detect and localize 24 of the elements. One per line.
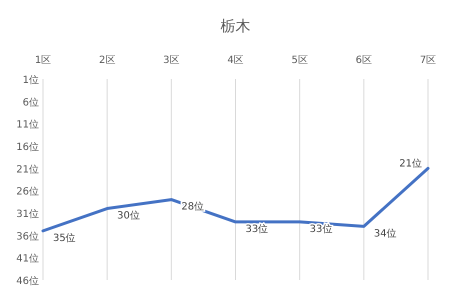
x-tick-label: 5区 [291, 55, 308, 66]
x-tick-label: 7区 [420, 55, 436, 66]
y-tick-label: 46位 [16, 275, 39, 287]
y-tick-label: 31位 [16, 208, 39, 220]
y-tick-label: 1位 [22, 74, 39, 86]
y-tick-label: 41位 [16, 252, 39, 265]
data-label: 33位 [246, 222, 268, 235]
data-label: 30位 [117, 210, 140, 222]
y-tick-label: 36位 [16, 230, 39, 242]
x-tick-label: 2区 [98, 55, 116, 66]
y-tick-label: 26位 [16, 186, 39, 198]
y-tick-label: 16位 [16, 141, 39, 153]
y-tick-label: 6位 [22, 96, 39, 108]
data-label: 33位 [310, 222, 332, 235]
y-tick-label: 11位 [16, 118, 39, 131]
x-tick-label: 3区 [163, 55, 180, 66]
x-tick-label: 6区 [356, 55, 372, 66]
y-tick-label: 21位 [16, 163, 39, 176]
data-label: 34位 [374, 227, 397, 240]
chart-title: 栃木 [220, 17, 250, 35]
x-tick-label: 4区 [227, 55, 244, 66]
data-label: 35位 [53, 232, 76, 244]
x-tick-label: 1区 [34, 55, 52, 66]
data-label: 21位 [399, 157, 422, 170]
